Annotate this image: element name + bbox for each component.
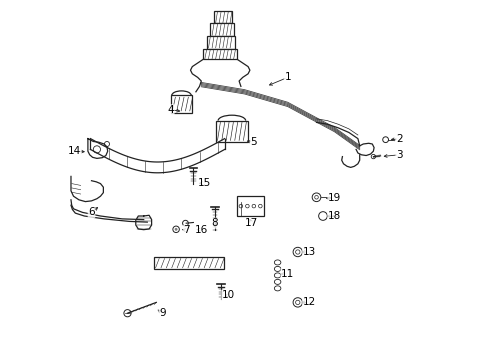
Bar — [170, 95, 192, 113]
Text: 17: 17 — [244, 218, 258, 228]
Text: 4: 4 — [167, 105, 174, 115]
Text: 15: 15 — [197, 178, 210, 188]
Bar — [210, 23, 233, 36]
Text: 1: 1 — [284, 72, 290, 82]
Text: 5: 5 — [250, 137, 256, 147]
Text: 16: 16 — [194, 225, 207, 235]
Bar — [203, 49, 237, 59]
Text: 2: 2 — [395, 134, 402, 144]
Circle shape — [174, 228, 177, 231]
Bar — [215, 121, 247, 142]
Bar — [213, 11, 231, 23]
Text: 7: 7 — [183, 225, 190, 235]
Text: 9: 9 — [159, 308, 165, 318]
Text: 11: 11 — [281, 269, 294, 279]
Text: 10: 10 — [221, 290, 234, 300]
Text: 13: 13 — [302, 247, 315, 257]
Text: 8: 8 — [211, 218, 218, 228]
Bar — [206, 36, 235, 49]
Bar — [153, 257, 224, 269]
Bar — [236, 196, 263, 216]
Text: 6: 6 — [88, 207, 95, 217]
Text: 18: 18 — [327, 211, 341, 221]
Text: 12: 12 — [302, 297, 315, 307]
Text: 19: 19 — [327, 193, 341, 203]
Text: 3: 3 — [395, 150, 402, 160]
Text: 14: 14 — [68, 146, 81, 156]
